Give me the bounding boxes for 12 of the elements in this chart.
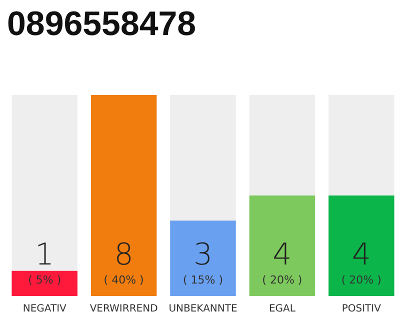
bar [12,270,78,296]
x-tick-label: EGAL [268,304,296,314]
data-label: 1 ( 5% ) [28,238,62,286]
data-label: 4 ( 20% ) [262,238,302,286]
data-label: 4 ( 20% ) [341,238,382,286]
data-label: 3 ( 15% ) [182,238,224,286]
chart-title: 0896558478 [7,5,196,43]
x-tick-label: UNBEKANNTE [168,304,238,314]
x-tick-label: VERWIRREND [90,304,158,314]
data-label: 8 ( 40% ) [104,238,144,286]
x-tick-label: POSITIV [342,304,382,314]
x-tick-label: NEGATIV [22,304,67,314]
